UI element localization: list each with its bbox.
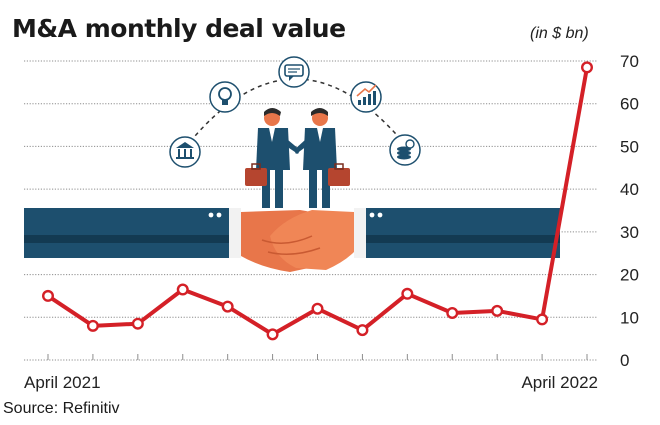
y-tick-label: 10 bbox=[620, 308, 639, 327]
growth-chart-icon bbox=[350, 81, 382, 113]
chart-title: M&A monthly deal value bbox=[12, 14, 346, 43]
data-point bbox=[311, 302, 324, 315]
right-sleeve bbox=[354, 208, 560, 258]
chat-icon bbox=[278, 56, 310, 88]
x-axis-ticks bbox=[47, 354, 588, 360]
data-point bbox=[401, 287, 414, 300]
y-tick-label: 50 bbox=[620, 137, 639, 156]
data-point bbox=[86, 319, 99, 332]
handshake-illustration bbox=[24, 56, 560, 272]
bank-icon bbox=[169, 136, 201, 168]
y-tick-label: 40 bbox=[620, 180, 639, 199]
data-point bbox=[581, 61, 594, 74]
y-tick-label: 60 bbox=[620, 95, 639, 114]
y-tick-label: 20 bbox=[620, 266, 639, 285]
businessman-right bbox=[294, 108, 350, 208]
data-point bbox=[446, 307, 459, 320]
x-tick-label-last: April 2022 bbox=[521, 373, 598, 392]
data-point bbox=[42, 289, 55, 302]
y-tick-label: 0 bbox=[620, 351, 629, 370]
y-tick-label: 30 bbox=[620, 223, 639, 242]
data-point bbox=[356, 324, 369, 337]
y-tick-label: 70 bbox=[620, 52, 639, 71]
unit-label: (in $ bn) bbox=[530, 25, 589, 42]
data-point bbox=[266, 328, 279, 341]
y-axis-tick-labels: 0 10 20 30 40 50 60 70 bbox=[620, 52, 639, 370]
series-line bbox=[46, 65, 589, 337]
data-point bbox=[131, 317, 144, 330]
x-axis-tick-labels: April 2021 April 2022 bbox=[24, 373, 598, 392]
dashed-arc bbox=[184, 78, 409, 149]
coins-icon bbox=[389, 134, 421, 166]
series-group bbox=[42, 61, 594, 341]
handshake-hands bbox=[241, 210, 354, 272]
lightbulb-icon bbox=[209, 81, 241, 113]
data-point bbox=[491, 304, 504, 317]
businessman-left bbox=[245, 108, 300, 208]
data-point bbox=[536, 313, 549, 326]
left-sleeve bbox=[24, 208, 241, 258]
data-point bbox=[176, 283, 189, 296]
x-tick-label-first: April 2021 bbox=[24, 373, 101, 392]
source-note: Source: Refinitiv bbox=[3, 400, 120, 417]
data-point bbox=[221, 300, 234, 313]
